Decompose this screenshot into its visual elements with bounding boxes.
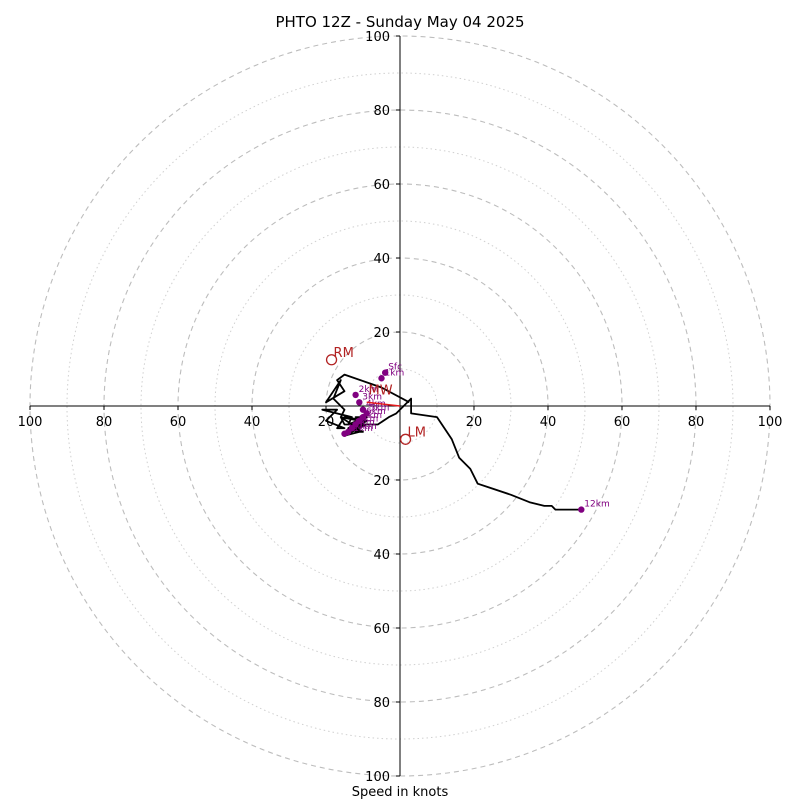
tick-label-right: 100 (758, 415, 783, 430)
tick-label-left: 60 (170, 415, 187, 430)
height-marker-2km (352, 391, 359, 399)
height-marker-11km (341, 430, 348, 437)
tick-label-left: 40 (244, 415, 261, 430)
tick-label-bottom: 100 (365, 770, 390, 785)
tick-label-top: 40 (373, 252, 390, 267)
height-label-1km: 1km (385, 368, 405, 378)
storm-motion: RM LM MW (325, 346, 426, 445)
height-label-12km: 12km (584, 500, 609, 510)
tick-label-top: 80 (373, 104, 390, 119)
storm-marker-LM (399, 433, 412, 445)
height-label-4km: 4km (366, 400, 386, 410)
height-label-6km: 6km (366, 407, 386, 417)
storm-label-MW: MW (369, 383, 393, 398)
tick-label-bottom: 20 (373, 474, 390, 489)
height-label-9km: 9km (355, 418, 375, 428)
tick-label-right: 80 (688, 415, 705, 430)
tick-label-bottom: 60 (373, 622, 390, 637)
chart-title: PHTO 12Z - Sunday May 04 2025 (275, 13, 524, 31)
height-marker-12km (578, 506, 585, 513)
tick-label-left: 80 (96, 415, 113, 430)
tick-label-right: 60 (614, 415, 631, 430)
tick-label-bottom: 40 (373, 548, 390, 563)
storm-label-RM: RM (334, 346, 354, 361)
tick-labels: 20 20 20 20 40 40 40 40 60 60 60 60 80 80 80 80 100 100 10… (18, 30, 783, 785)
height-label-2km: 2km (359, 385, 379, 395)
height-label-11km: 11km (348, 424, 373, 434)
mean-wind-vector (366, 401, 401, 407)
height-label-8km: 8km (359, 415, 379, 425)
tick-label-left: 20 (318, 415, 335, 430)
tick-label-right: 20 (466, 415, 483, 430)
tick-label-left: 100 (18, 415, 43, 430)
tick-label-top: 60 (373, 178, 390, 193)
storm-label-LM: LM (408, 425, 426, 440)
height-label-5km: 5km (370, 403, 390, 413)
hodograph-trace (321, 373, 582, 511)
height-label-3km: 3km (362, 392, 382, 402)
x-axis-label: Speed in knots (352, 785, 449, 800)
height-marker-1km (378, 375, 385, 382)
height-label-10km: 10km (351, 422, 376, 432)
tick-label-top: 100 (365, 30, 390, 45)
height-marker-3km (356, 399, 363, 406)
height-marker-Sfc (382, 369, 389, 376)
tick-label-top: 20 (373, 326, 390, 341)
height-label-Sfc: Sfc (388, 363, 402, 373)
height-label-7km: 7km (362, 411, 382, 421)
storm-marker-RM (325, 354, 338, 366)
tick-label-right: 40 (540, 415, 557, 430)
tick-label-bottom: 80 (373, 696, 390, 711)
